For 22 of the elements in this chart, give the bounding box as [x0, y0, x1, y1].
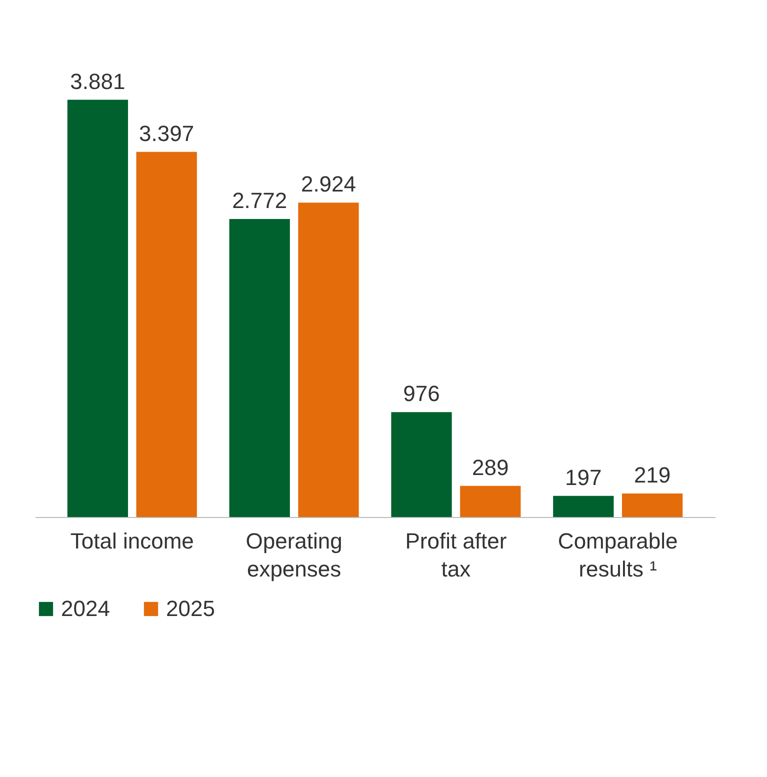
legend-label: 2024 — [61, 596, 110, 621]
data-label: 219 — [634, 462, 671, 488]
data-label: 3.397 — [139, 120, 194, 146]
bar — [136, 152, 197, 517]
bar — [391, 412, 452, 517]
x-tick-label: Operating expenses — [246, 528, 342, 582]
x-tick-label: Comparable results ¹ — [558, 528, 678, 582]
x-tick-label: Profit after tax — [405, 528, 507, 582]
bar — [298, 202, 359, 517]
bar — [460, 486, 521, 517]
data-label: 2.772 — [232, 188, 288, 214]
data-label: 2.924 — [300, 172, 356, 197]
bar — [67, 100, 128, 517]
data-label: 289 — [472, 454, 509, 480]
data-label: 3.881 — [70, 68, 126, 94]
legend-label: 2025 — [166, 596, 215, 621]
data-label: 197 — [565, 464, 602, 490]
bar — [229, 219, 290, 517]
bar — [622, 493, 683, 517]
bar — [553, 496, 614, 517]
data-label: 976 — [403, 381, 440, 406]
x-tick-label: Total income — [70, 528, 194, 554]
